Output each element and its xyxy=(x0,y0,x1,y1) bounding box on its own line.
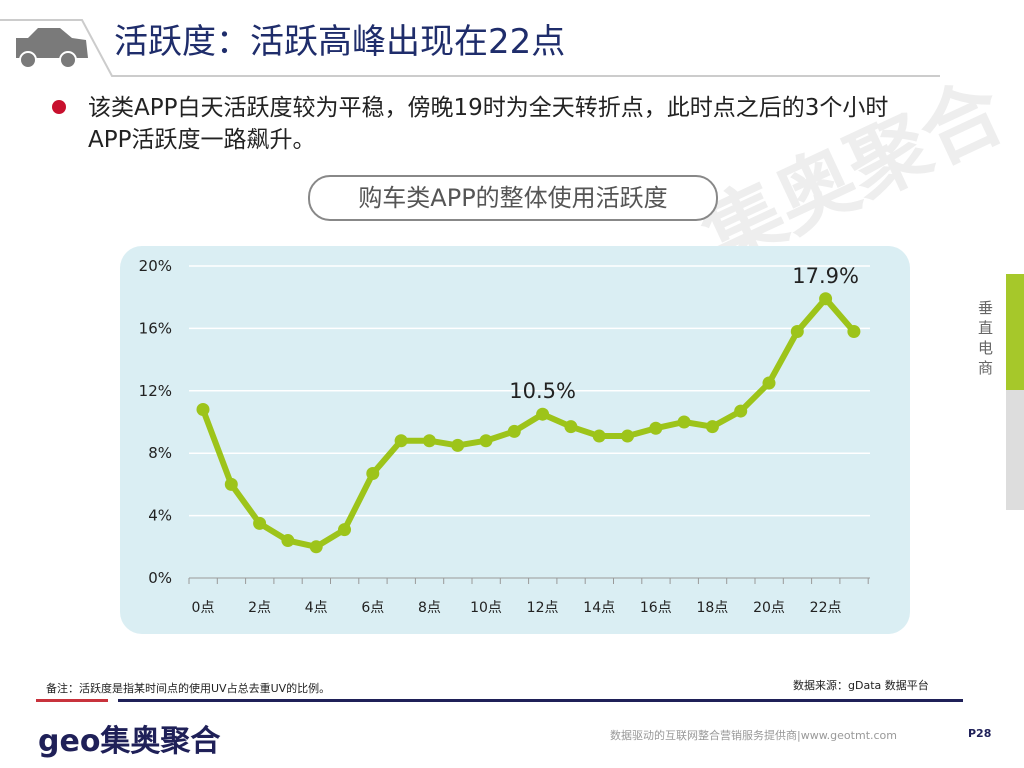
data-point xyxy=(253,516,267,530)
x-tick-label: 20点 xyxy=(753,600,785,616)
data-point xyxy=(366,466,380,480)
footer-divider xyxy=(118,699,963,702)
data-point xyxy=(338,523,351,537)
page-number: P28 xyxy=(968,727,992,740)
description: 该类APP白天活跃度较为平稳，傍晚19时为全天转折点，此时点之后的3个小时APP… xyxy=(88,95,889,153)
y-tick-label: 12% xyxy=(139,382,172,400)
bullet-icon xyxy=(52,100,66,114)
y-tick-label: 8% xyxy=(148,444,172,462)
data-point xyxy=(536,407,550,421)
footer-divider-red xyxy=(36,699,108,702)
car-icon xyxy=(16,28,88,69)
x-tick-label: 2点 xyxy=(248,600,271,616)
x-tick-label: 12点 xyxy=(527,600,559,616)
data-point xyxy=(422,434,436,448)
data-point xyxy=(705,420,719,434)
x-tick-label: 14点 xyxy=(583,600,615,616)
data-point xyxy=(762,376,776,390)
x-tick-label: 6点 xyxy=(361,600,384,616)
data-point xyxy=(451,438,465,452)
data-point xyxy=(196,403,210,417)
data-point xyxy=(479,434,493,448)
x-tick-label: 0点 xyxy=(192,600,215,616)
data-label: 17.9% xyxy=(792,264,859,288)
y-tick-label: 4% xyxy=(148,507,172,525)
data-point xyxy=(847,325,861,339)
x-tick-label: 8点 xyxy=(418,600,441,616)
data-point xyxy=(819,292,833,306)
y-tick-label: 20% xyxy=(139,257,172,275)
data-point xyxy=(394,434,408,448)
x-tick-label: 22点 xyxy=(810,600,842,616)
series-line xyxy=(200,295,857,550)
footnote: 备注：活跃度是指某时间点的使用UV占总去重UV的比例。 xyxy=(46,682,331,695)
logo: geo集奥聚合 xyxy=(38,724,221,759)
y-tick-label: 0% xyxy=(148,569,172,587)
side-tab-active[interactable] xyxy=(1006,274,1024,390)
data-point xyxy=(649,421,663,435)
data-label: 10.5% xyxy=(509,379,576,403)
tagline: 数据驱动的互联网整合营销服务提供商|www.geotmt.com xyxy=(610,729,897,742)
y-tick-label: 16% xyxy=(139,319,172,337)
data-point xyxy=(564,420,578,434)
page-title: 活跃度：活跃高峰出现在22点 xyxy=(114,22,566,62)
data-point xyxy=(507,424,521,438)
x-tick-label: 16点 xyxy=(640,600,672,616)
x-tick-label: 18点 xyxy=(696,600,728,616)
x-tick-label: 10点 xyxy=(470,600,502,616)
data-point xyxy=(281,534,295,548)
side-label: 垂直电商 xyxy=(978,299,994,377)
side-tab[interactable] xyxy=(1006,390,1024,510)
chart-background xyxy=(120,246,910,634)
data-point xyxy=(621,429,634,443)
x-tick-label: 4点 xyxy=(305,600,328,616)
data-point xyxy=(224,477,238,491)
data-point xyxy=(734,404,748,418)
data-point xyxy=(309,540,323,554)
chart-title: 购车类APP的整体使用活跃度 xyxy=(308,175,718,221)
header-frame xyxy=(0,19,940,77)
data-source: 数据来源：gData 数据平台 xyxy=(793,679,929,692)
data-point xyxy=(677,415,691,429)
data-point xyxy=(790,325,804,339)
data-point xyxy=(592,429,606,443)
